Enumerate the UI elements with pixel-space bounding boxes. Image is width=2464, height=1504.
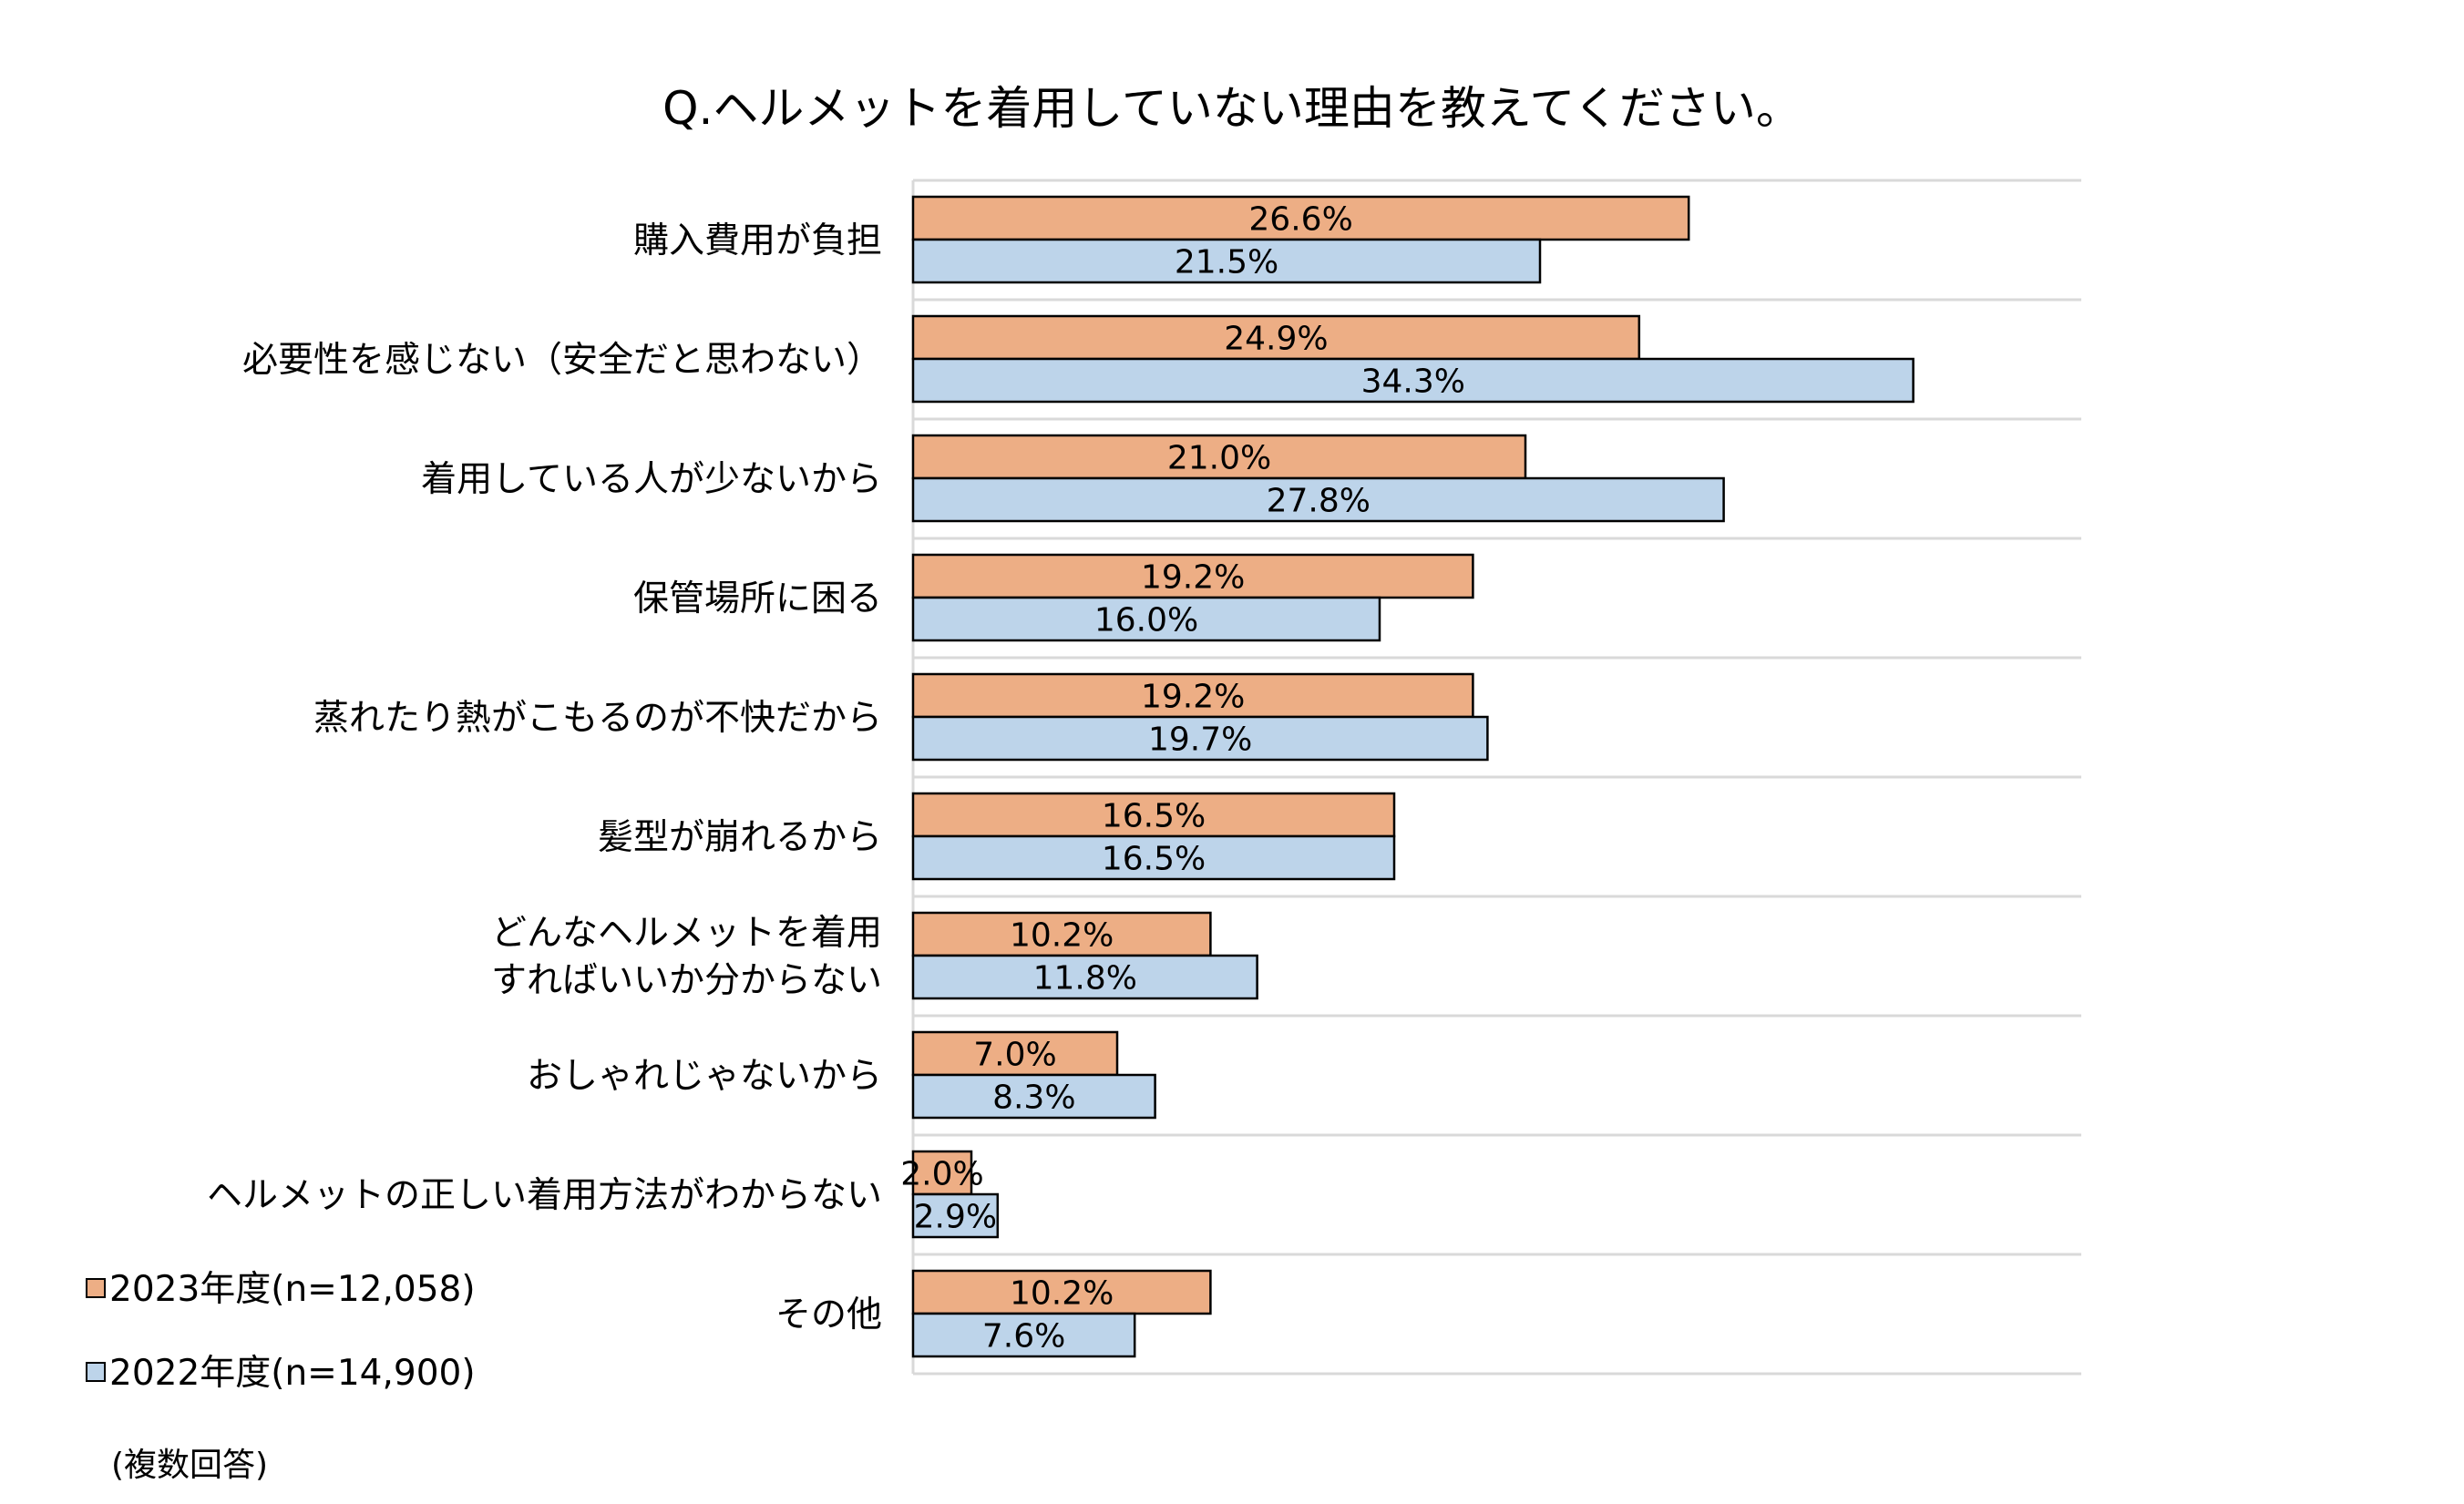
category-label: どんなヘルメットを着用: [491, 913, 882, 954]
bar: [911, 1073, 1156, 1120]
data-label: 24.9%: [1224, 321, 1328, 358]
data-label: 7.6%: [982, 1318, 1065, 1356]
category-label: 蒸れたり熱がこもるのが不快だから: [313, 698, 882, 739]
bar: [911, 1150, 973, 1196]
bar: [911, 596, 1381, 642]
data-label: 16.0%: [1094, 602, 1198, 639]
bar: [911, 715, 1489, 762]
bar: [911, 476, 1725, 523]
data-label: 2.9%: [914, 1199, 997, 1236]
data-label: 16.5%: [1102, 798, 1206, 835]
bars: [911, 195, 1915, 1358]
bar: [911, 834, 1396, 881]
bar: [911, 954, 1258, 1000]
data-label: 8.3%: [992, 1079, 1075, 1117]
category-label: おしゃれじゃないから: [527, 1056, 882, 1097]
category-label: 髪型が崩れるから: [598, 817, 882, 858]
data-label: 21.5%: [1175, 244, 1278, 281]
grid-lines: [913, 179, 2081, 1376]
category-label: 必要性を感じない（安全だと思わない）: [242, 340, 882, 381]
data-label: 19.2%: [1141, 679, 1245, 716]
category-label: 保管場所に困る: [633, 578, 882, 619]
legend-swatch: [86, 1362, 106, 1382]
data-label: 2.0%: [900, 1156, 983, 1193]
bar: [911, 195, 1690, 241]
bar: [911, 1269, 1212, 1315]
legend-swatch: [86, 1278, 106, 1298]
category-label: すればいいか分からない: [491, 960, 882, 1001]
data-labels: 26.6% 21.5% 24.9% 34.3% 21.0% 27.8% 19.2% 16.0%…: [900, 201, 1465, 1356]
data-label: 27.8%: [1267, 483, 1371, 520]
data-label: 19.7%: [1148, 721, 1252, 759]
data-label: 11.8%: [1033, 960, 1137, 998]
data-label: 26.6%: [1248, 201, 1352, 239]
data-label: 19.2%: [1141, 559, 1245, 597]
bar: [911, 1312, 1136, 1358]
data-label: 10.2%: [1010, 1275, 1114, 1313]
chart-title: Q.ヘルメットを着用していない理由を教えてください。: [662, 82, 1802, 135]
category-label: 購入費用が負担: [633, 220, 882, 261]
chart-note: (複数回答): [111, 1447, 268, 1484]
category-label: その他: [775, 1294, 882, 1335]
legend-label: 2022年度(n=14,900): [109, 1353, 476, 1394]
bar: [911, 357, 1915, 404]
bar: [911, 553, 1474, 599]
legend: 2023年度(n=12,058) 2022年度(n=14,900): [86, 1269, 476, 1394]
legend-label: 2023年度(n=12,058): [109, 1269, 476, 1310]
bar: [911, 1192, 1000, 1239]
data-label: 16.5%: [1102, 841, 1206, 878]
data-label: 21.0%: [1167, 440, 1271, 477]
data-label: 10.2%: [1010, 917, 1114, 955]
data-label: 7.0%: [973, 1037, 1056, 1074]
bar: [911, 238, 1542, 284]
data-label: 34.3%: [1361, 363, 1465, 401]
category-label: 着用している人が少ないから: [421, 459, 882, 500]
bar: [911, 672, 1474, 719]
category-label: ヘルメットの正しい着用方法がわからない: [207, 1175, 882, 1216]
